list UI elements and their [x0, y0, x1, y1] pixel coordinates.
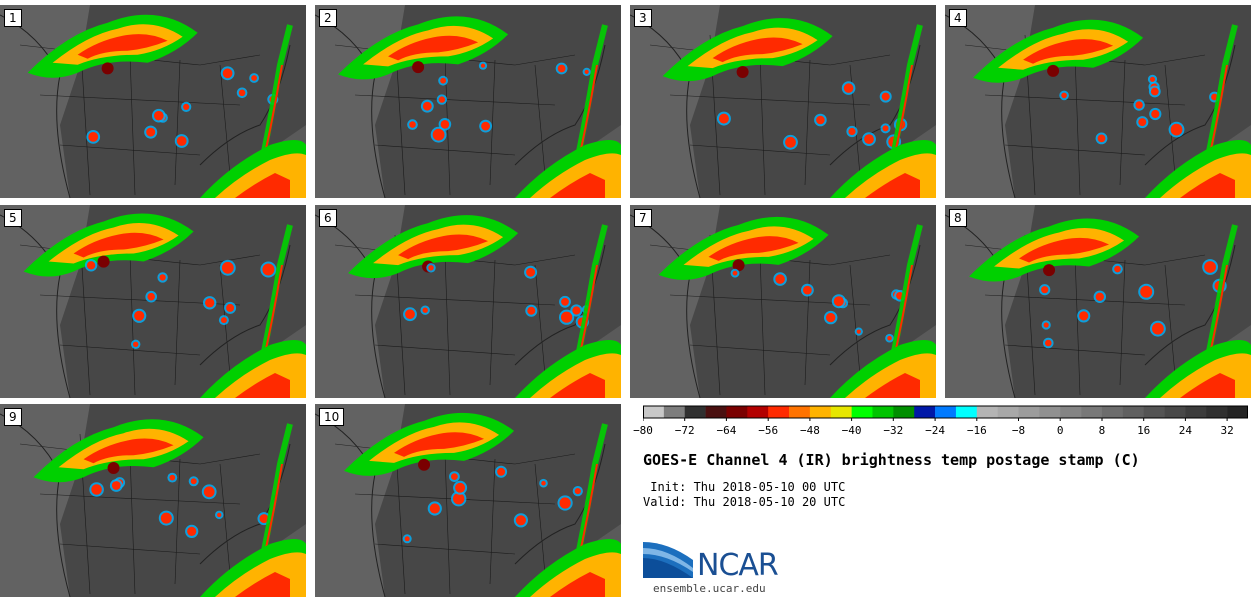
- colorbar-segment: [643, 406, 665, 418]
- panel-label: 1: [4, 9, 22, 27]
- panel-label: 5: [4, 209, 22, 227]
- satellite-ir-image: [315, 5, 621, 198]
- colorbar-tick-label: 8: [1098, 424, 1106, 437]
- colorbar-segment: [955, 406, 978, 418]
- valid-time: Valid: Thu 2018-05-10 20 UTC: [643, 495, 846, 509]
- colorbar-segment: [935, 406, 957, 418]
- colorbar-tick-label: −40: [841, 424, 862, 437]
- colorbar-tick-label: 0: [1056, 424, 1064, 437]
- satellite-ir-image: [630, 205, 936, 398]
- postage-stamp-panel: 8: [945, 205, 1251, 398]
- satellite-ir-image: [315, 404, 621, 597]
- colorbar-segment: [872, 406, 894, 418]
- panel-label: 2: [319, 9, 337, 27]
- colorbar-segment: [1081, 406, 1103, 418]
- colorbar-tick-label: −24: [925, 424, 945, 437]
- satellite-ir-image: [0, 5, 306, 198]
- colorbar-tick-label: −48: [799, 424, 820, 437]
- postage-stamp-panel: 10: [315, 404, 621, 597]
- colorbar-segment: [809, 406, 832, 418]
- colorbar-segment: [684, 406, 706, 418]
- postage-stamp-panel: 5: [0, 205, 306, 398]
- panel-label: 4: [949, 9, 967, 27]
- satellite-ir-image: [630, 5, 936, 198]
- panel-label: 8: [949, 209, 967, 227]
- panel-label: 7: [634, 209, 652, 227]
- colorbar-segment: [997, 406, 1019, 418]
- postage-stamp-panel: 1: [0, 5, 306, 198]
- colorbar-segment: [830, 406, 852, 418]
- colorbar-segment: [851, 406, 873, 418]
- colorbar-tick-label: −64: [716, 424, 737, 437]
- postage-stamp-panel: 2: [315, 5, 621, 198]
- postage-stamp-panel: 3: [630, 5, 936, 198]
- colorbar-segment: [1122, 406, 1144, 418]
- postage-stamp-panel: 7: [630, 205, 936, 398]
- colorbar-segment: [1060, 406, 1082, 418]
- colorbar-segment: [1164, 406, 1186, 418]
- postage-stamp-panel: 6: [315, 205, 621, 398]
- ncar-logo-text: NCAR: [697, 548, 779, 583]
- colorbar-tick-label: −80: [633, 424, 653, 437]
- website-url[interactable]: ensemble.ucar.edu: [653, 582, 766, 595]
- colorbar-tick-label: −56: [758, 424, 779, 437]
- panel-label: 6: [319, 209, 337, 227]
- colorbar-tick-label: −16: [966, 424, 987, 437]
- colorbar-tick-label: −32: [883, 424, 904, 437]
- colorbar-segment: [1039, 406, 1061, 418]
- colorbar-segment: [663, 406, 686, 418]
- colorbar-segment: [893, 406, 915, 418]
- ncar-logo-icon: [643, 542, 693, 578]
- colorbar-segment: [705, 406, 727, 418]
- init-time: Init: Thu 2018-05-10 00 UTC: [650, 480, 846, 494]
- satellite-ir-image: [315, 205, 621, 398]
- colorbar: [643, 405, 1248, 421]
- colorbar-tick-label: 24: [1178, 424, 1193, 437]
- colorbar-segment: [976, 406, 998, 418]
- satellite-ir-image: [0, 404, 306, 597]
- colorbar-segment: [789, 406, 811, 418]
- panel-label: 10: [319, 408, 345, 426]
- colorbar-segment: [1143, 406, 1165, 418]
- colorbar-segment: [1206, 406, 1228, 418]
- colorbar-segment: [768, 406, 790, 418]
- colorbar-segment: [1101, 406, 1124, 418]
- satellite-ir-image: [945, 5, 1251, 198]
- colorbar-tick-label: −8: [1011, 424, 1026, 437]
- satellite-ir-image: [0, 205, 306, 398]
- colorbar-segment: [1185, 406, 1207, 418]
- colorbar-segment: [914, 406, 936, 418]
- postage-stamp-panel: 4: [945, 5, 1251, 198]
- panel-label: 9: [4, 408, 22, 426]
- colorbar-segment: [726, 406, 748, 418]
- figure-title: GOES-E Channel 4 (IR) brightness temp po…: [643, 451, 1140, 469]
- postage-stamp-panel: 9: [0, 404, 306, 597]
- satellite-ir-image: [945, 205, 1251, 398]
- panel-label: 3: [634, 9, 652, 27]
- colorbar-tick-label: 32: [1220, 424, 1234, 437]
- colorbar-segment: [1227, 406, 1248, 418]
- colorbar-segment: [747, 406, 769, 418]
- colorbar-segment: [1018, 406, 1040, 418]
- colorbar-tick-label: 16: [1137, 424, 1151, 437]
- colorbar-tick-label: −72: [674, 424, 695, 437]
